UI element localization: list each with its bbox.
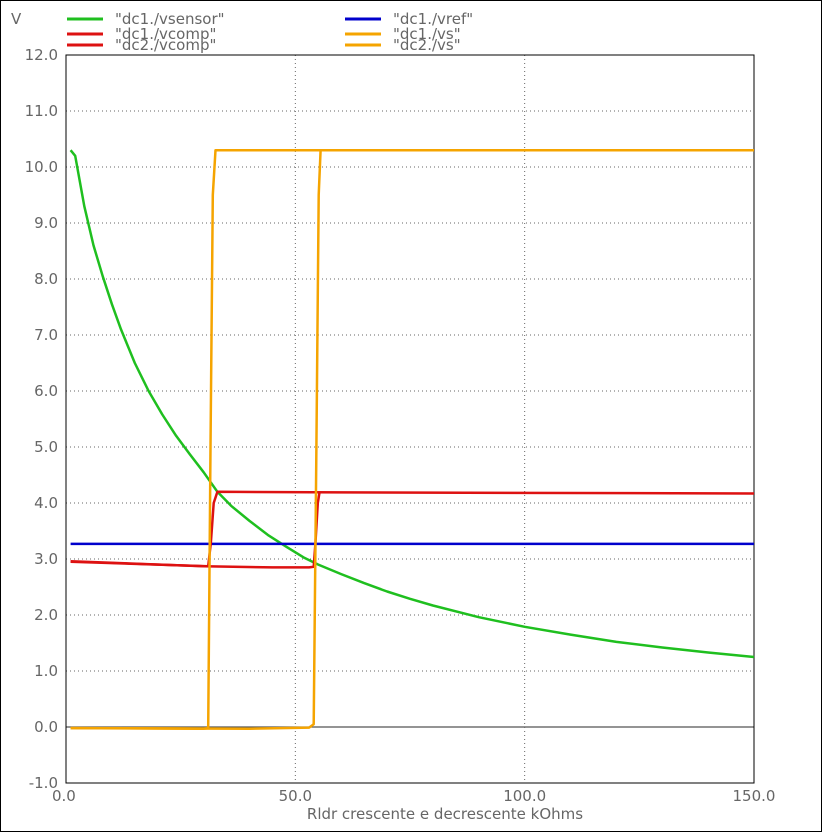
legend-item: "dc1./vcomp" (67, 25, 216, 43)
plot-area-border (65, 54, 755, 784)
y-tick-label: 0.0 (34, 718, 58, 736)
y-tick-label: -1.0 (29, 774, 58, 792)
legend-item: "dc2./vcomp" (67, 36, 216, 54)
legend-label: "dc1./vcomp" (115, 25, 216, 43)
y-tick-label: 12.0 (25, 46, 58, 64)
y-tick-label: 7.0 (34, 326, 58, 344)
y-tick-label: 11.0 (25, 102, 58, 120)
legend-item: "dc1./vsensor" (67, 10, 225, 28)
y-tick-label: 10.0 (25, 158, 58, 176)
plot-frame (65, 54, 755, 784)
series-line-4 (70, 491, 321, 569)
y-tick-label: 2.0 (34, 606, 58, 624)
y-axis-label: V (11, 10, 22, 28)
y-tick-label: 8.0 (34, 270, 58, 288)
y-tick-label: 1.0 (34, 662, 58, 680)
x-tick-label: 100.0 (503, 787, 546, 805)
x-axis-label: Rldr crescente e decrescente kOhms (307, 805, 583, 823)
legend-label: "dc1./vs" (393, 25, 461, 43)
series-line-1 (69, 149, 755, 659)
legend-item: "dc1./vref" (345, 10, 473, 28)
x-tick-label: 150.0 (733, 787, 776, 805)
grid-layer (66, 55, 754, 783)
y-tick-label: 9.0 (34, 214, 58, 232)
legend-label: "dc1./vref" (393, 10, 473, 28)
legend: "dc1./vsensor""dc1./vcomp""dc2./vcomp" "d… (67, 10, 473, 54)
x-axis-ticks: 0.0 50.0 100.0 150.0 (52, 787, 775, 805)
x-tick-label: 0.0 (52, 787, 76, 805)
y-axis-ticks: -1.0 0.0 1.0 2.0 3.0 4.0 5.0 6.0 7.0 8.0 9.0 10.0 11… (25, 46, 58, 792)
series-line-5 (70, 148, 754, 730)
legend-label: "dc1./vsensor" (115, 10, 225, 28)
legend-item: "dc2./vs" (345, 36, 461, 54)
legend-item: "dc1./vs" (345, 25, 461, 43)
y-tick-label: 3.0 (34, 550, 58, 568)
y-tick-label: 5.0 (34, 438, 58, 456)
series-line-6 (70, 150, 322, 730)
y-tick-label: 4.0 (34, 494, 58, 512)
y-tick-label: 6.0 (34, 382, 58, 400)
series-line-3 (70, 490, 755, 568)
x-tick-label: 50.0 (279, 787, 312, 805)
legend-label: "dc2./vcomp" (115, 36, 216, 54)
series-layer (69, 148, 755, 730)
legend-label: "dc2./vs" (393, 36, 461, 54)
